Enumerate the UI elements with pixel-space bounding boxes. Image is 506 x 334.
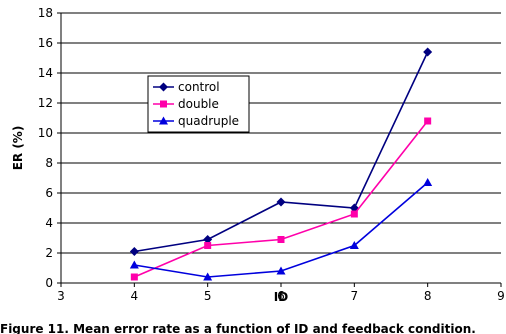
y-tick-label: 2 (45, 246, 53, 260)
series-double (130, 117, 432, 281)
x-tick-label: 6 (277, 289, 285, 303)
data-point-triangle (129, 260, 139, 269)
data-point-square (350, 210, 358, 218)
data-point-square (277, 236, 285, 243)
y-tick-label: 12 (38, 96, 53, 110)
series-quadruple (129, 178, 433, 281)
data-point-diamond (129, 247, 139, 256)
data-point-diamond (159, 82, 168, 92)
data-point-square (204, 242, 212, 249)
legend: control double quadruple (147, 75, 250, 133)
data-point-square (130, 273, 138, 281)
data-point-square (160, 100, 167, 108)
line-chart: 0 2 4 6 8 10 12 14 16 18 3 4 5 6 7 8 9 ID ER (%) control dou… (11, 6, 505, 304)
data-point-triangle (159, 116, 168, 125)
data-point-diamond (423, 47, 433, 57)
y-tick-label: 10 (38, 126, 53, 140)
legend-label-quadruple: quadruple (178, 114, 239, 128)
y-tick-label: 18 (38, 6, 53, 20)
y-tick-label: 14 (38, 66, 53, 80)
y-tick-label: 0 (45, 276, 53, 290)
data-point-triangle (423, 178, 433, 186)
data-point-triangle (349, 241, 359, 249)
y-axis-title: ER (%) (11, 126, 25, 171)
data-point-triangle (276, 266, 286, 275)
series-control (129, 47, 433, 256)
figure-caption: Figure 11. Mean error rate as a function… (0, 322, 476, 334)
x-tick-label: 8 (424, 289, 432, 303)
data-point-diamond (203, 235, 213, 244)
x-tick-label: 4 (131, 289, 139, 303)
x-tick-label: 7 (351, 289, 359, 303)
legend-label-control: control (178, 80, 220, 94)
y-tick-label: 16 (38, 36, 53, 50)
series-line-quadruple (134, 181, 429, 278)
data-point-square (424, 117, 432, 125)
x-tick-label: 5 (204, 289, 212, 303)
legend-label-double: double (178, 97, 219, 111)
data-point-triangle (203, 272, 213, 281)
y-tick-label: 4 (45, 216, 53, 230)
data-point-diamond (276, 197, 286, 207)
y-tick-label: 6 (45, 186, 53, 200)
y-tick-label: 8 (45, 156, 53, 170)
x-tick-label: 3 (57, 289, 65, 303)
x-axis-title: ID (274, 290, 288, 304)
x-tick-label: 9 (497, 289, 505, 303)
